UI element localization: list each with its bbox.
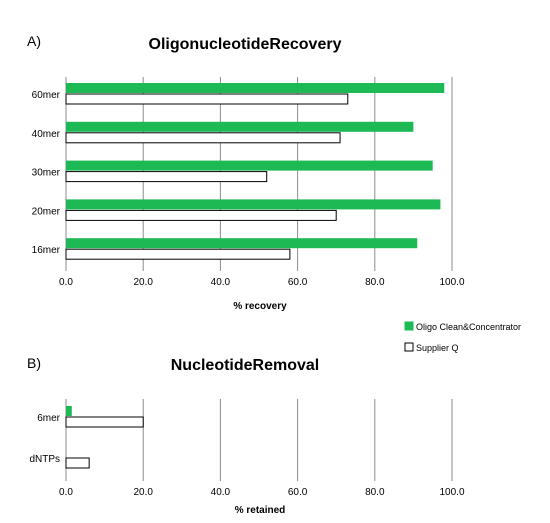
x-tick-label: 0.0	[59, 487, 73, 498]
legend-swatch-supplier	[404, 342, 414, 352]
x-tick-label: 80.0	[365, 487, 385, 498]
bar-oligo-clean-concentrator	[66, 406, 72, 416]
bar-supplier-q	[65, 209, 337, 221]
bar-supplier-q	[65, 457, 90, 469]
bar-oligo-clean-concentrator	[66, 199, 441, 210]
chart-a-xlabel: % recovery	[233, 301, 287, 312]
panel-a: A) OligonucleotideRecovery 0.0 20.0 40.0 60…	[27, 33, 465, 312]
bar-oligo-clean-concentrator	[66, 83, 445, 93]
y-tick-label: dNTPs	[29, 454, 60, 465]
y-tick-label: 16mer	[32, 245, 61, 256]
legend: Oligo Clean&Concentrator Supplier Q	[404, 321, 521, 353]
legend-label-oligo: Oligo Clean&Concentrator	[416, 322, 521, 332]
chart-b-title: NucleotideRemoval	[171, 357, 319, 374]
y-tick-label: 40mer	[32, 129, 61, 140]
legend-swatch-oligo	[404, 321, 414, 331]
chart-a-title: OligonucleotideRecovery	[149, 36, 342, 53]
bar-supplier-q	[65, 248, 291, 260]
x-tick-label: 20.0	[133, 487, 153, 498]
chart-b-plot: 0.0 20.0 40.0 60.0 80.0 100.0 6mer dNTPs	[29, 399, 465, 498]
y-tick-label: 20mer	[32, 206, 61, 217]
panel-b: B) NucleotideRemoval 0.0 20.0 40.0 60.0 80.0…	[27, 355, 465, 516]
bar-supplier-q	[65, 171, 268, 183]
bar-supplier-q	[65, 93, 349, 105]
panel-b-label: B)	[27, 355, 41, 371]
bar-supplier-q	[65, 416, 144, 428]
x-tick-label: 60.0	[288, 487, 308, 498]
bar-oligo-clean-concentrator	[66, 160, 433, 171]
bar-oligo-clean-concentrator	[66, 121, 414, 132]
chart-b-xlabel: % retained	[235, 505, 286, 516]
y-tick-label: 6mer	[37, 413, 60, 424]
legend-label-supplier: Supplier Q	[416, 343, 459, 353]
y-tick-label: 30mer	[32, 168, 61, 179]
bar-oligo-clean-concentrator	[66, 238, 418, 249]
x-tick-label: 100.0	[439, 487, 464, 498]
y-tick-label: 60mer	[32, 90, 61, 101]
bar-supplier-q	[65, 132, 341, 144]
chart-a-plot: 0.0 20.0 40.0 60.0 80.0 100.0 60mer 40mer 30mer 2…	[32, 77, 465, 288]
x-tick-label: 60.0	[288, 277, 308, 288]
x-tick-label: 0.0	[59, 277, 73, 288]
x-tick-label: 80.0	[365, 277, 385, 288]
x-tick-label: 40.0	[211, 277, 231, 288]
x-tick-label: 40.0	[211, 487, 231, 498]
x-tick-label: 20.0	[133, 277, 153, 288]
panel-a-label: A)	[27, 33, 41, 49]
x-tick-label: 100.0	[439, 277, 464, 288]
